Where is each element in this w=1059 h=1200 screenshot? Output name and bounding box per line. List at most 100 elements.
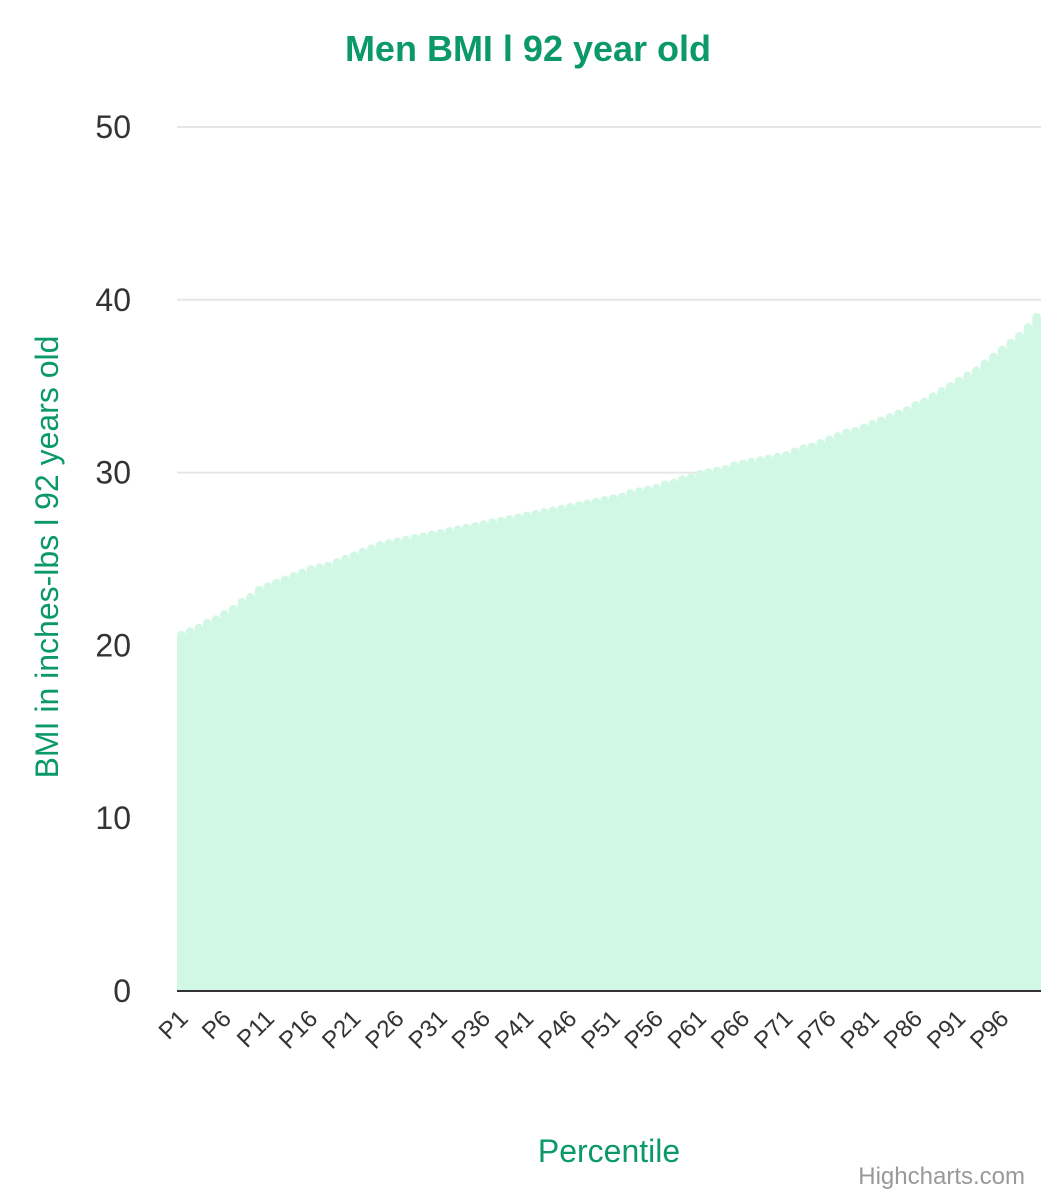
data-point[interactable] [349,551,359,560]
data-point[interactable] [781,451,791,460]
data-point[interactable] [972,366,981,375]
data-point[interactable] [540,508,549,517]
data-point[interactable] [375,540,385,550]
data-point[interactable] [790,447,799,457]
data-point[interactable] [695,470,704,479]
data-point[interactable] [799,444,808,453]
data-point[interactable] [254,585,264,595]
data-point[interactable] [686,473,696,482]
data-point[interactable] [505,515,514,524]
data-point[interactable] [825,435,834,444]
data-point[interactable] [600,496,609,505]
data-point[interactable] [185,627,195,636]
data-point[interactable] [963,371,972,381]
data-point[interactable] [358,547,367,557]
data-point[interactable] [859,423,869,432]
data-point[interactable] [419,532,428,541]
data-point[interactable] [894,409,903,419]
data-point[interactable] [773,452,782,462]
data-point[interactable] [194,623,203,633]
data-point[interactable] [954,376,964,386]
data-point[interactable] [902,406,912,415]
data-point[interactable] [885,413,894,422]
data-point[interactable] [911,401,920,410]
data-point[interactable] [315,563,324,572]
data-point[interactable] [1023,323,1033,332]
data-point[interactable] [643,485,653,495]
data-point[interactable] [324,561,333,571]
data-point[interactable] [367,544,376,553]
data-point[interactable] [453,525,462,534]
data-point[interactable] [289,572,298,581]
data-point[interactable] [393,537,402,546]
credits-link[interactable]: Highcharts.com [858,1163,1025,1190]
data-point[interactable] [583,499,592,508]
data-point[interactable] [211,615,221,624]
data-point[interactable] [401,535,411,545]
data-point[interactable] [272,578,281,588]
data-point[interactable] [989,352,998,362]
data-point[interactable] [462,523,471,533]
data-point[interactable] [591,497,601,507]
data-point[interactable] [574,501,583,510]
data-point[interactable] [384,539,393,548]
data-point[interactable] [946,382,955,391]
data-point[interactable] [816,439,825,448]
data-point[interactable] [280,575,290,584]
data-point[interactable] [764,454,774,463]
data-point[interactable] [635,487,644,496]
data-point[interactable] [488,518,497,527]
data-point[interactable] [652,483,661,493]
data-point[interactable] [660,480,670,489]
data-point[interactable] [410,534,419,543]
data-point[interactable] [496,516,506,526]
data-point[interactable] [332,558,342,567]
data-point[interactable] [263,582,272,591]
data-point[interactable] [298,568,307,578]
data-point[interactable] [1006,338,1015,348]
data-point[interactable] [565,502,575,512]
data-point[interactable] [514,513,523,522]
data-point[interactable] [479,520,488,529]
data-point[interactable] [747,458,756,467]
data-point[interactable] [833,432,843,441]
data-point[interactable] [920,397,929,406]
data-point[interactable] [220,610,229,619]
data-point[interactable] [704,468,713,477]
data-point[interactable] [937,387,946,396]
data-point[interactable] [177,630,186,640]
data-point[interactable] [851,426,860,436]
data-point[interactable] [341,554,350,564]
data-point[interactable] [1032,312,1041,322]
data-point[interactable] [626,489,635,498]
data-point[interactable] [548,506,558,515]
data-point[interactable] [306,565,316,574]
data-point[interactable] [738,459,748,469]
data-point[interactable] [237,598,246,607]
data-point[interactable] [427,530,437,540]
data-point[interactable] [228,604,238,614]
data-point[interactable] [203,618,212,628]
data-point[interactable] [470,521,480,531]
data-point[interactable] [807,442,817,451]
data-point[interactable] [246,592,255,602]
data-point[interactable] [617,492,627,501]
data-point[interactable] [522,511,532,520]
data-point[interactable] [980,359,990,368]
data-point[interactable] [436,528,445,538]
data-point[interactable] [531,509,540,519]
data-point[interactable] [842,428,851,438]
data-point[interactable] [669,478,678,488]
data-point[interactable] [557,504,566,514]
data-point[interactable] [721,464,730,474]
data-point[interactable] [928,392,938,401]
data-point[interactable] [868,420,877,429]
data-point[interactable] [1015,331,1024,341]
data-point[interactable] [712,466,722,476]
data-point[interactable] [730,461,739,470]
data-point[interactable] [678,475,687,484]
data-point[interactable] [876,416,886,425]
data-point[interactable] [756,456,765,465]
data-point[interactable] [609,494,618,503]
data-point[interactable] [997,345,1007,355]
